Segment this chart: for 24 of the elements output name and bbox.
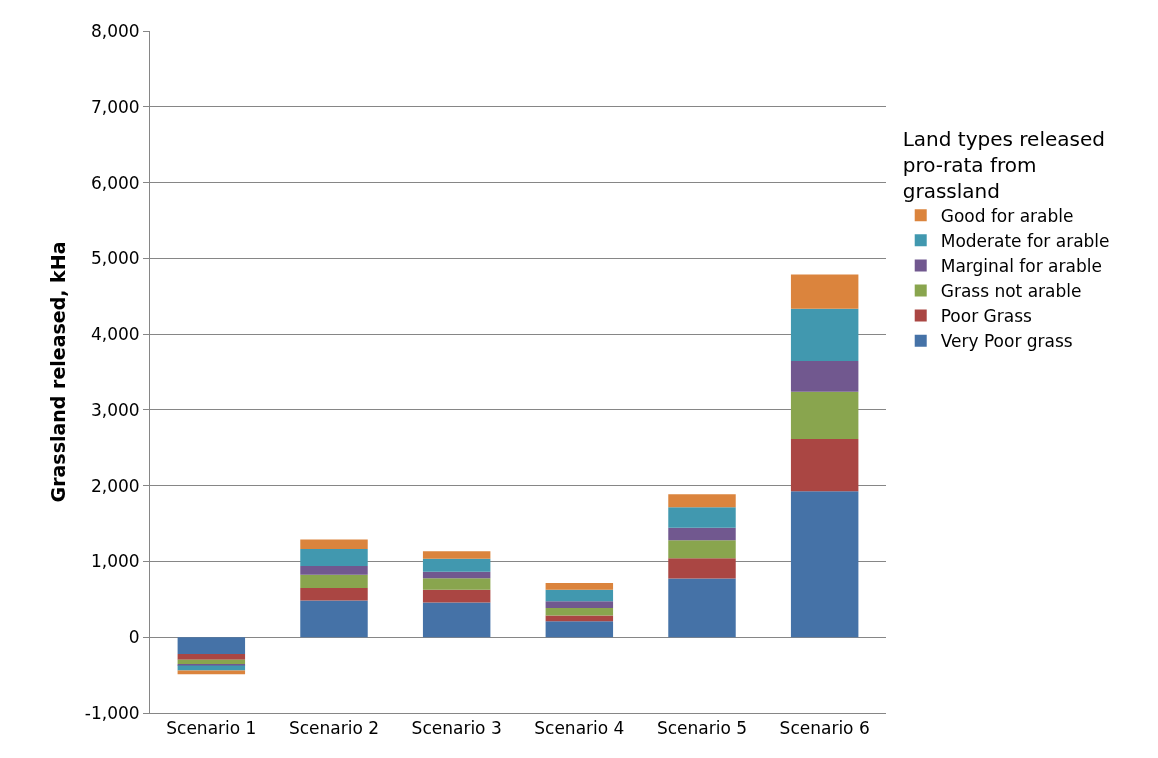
y-tick-label: 8,000 — [90, 20, 140, 41]
x-tick-label: Scenario 3 — [411, 718, 502, 739]
legend-label: Very Poor grass — [940, 331, 1073, 352]
x-tick-label: Scenario 1 — [166, 718, 257, 739]
x-tick-label: Scenario 4 — [534, 718, 625, 739]
y-tick-label: 1,000 — [90, 551, 140, 572]
x-tick-label: Scenario 2 — [288, 718, 380, 739]
y-tick-label: 3,000 — [90, 399, 140, 420]
y-tick-label: -1,000 — [84, 702, 140, 723]
y-tick-label: 5,000 — [90, 248, 140, 269]
y-tick-label: 2,000 — [90, 475, 140, 496]
y-axis-title: Grassland released, kHa — [46, 241, 69, 503]
legend-label: Marginal for arable — [940, 256, 1102, 277]
y-tick-label: 7,000 — [90, 96, 140, 117]
legend-label: Poor Grass — [940, 306, 1032, 327]
x-tick-label: Scenario 5 — [656, 718, 748, 739]
legend-label: Moderate for arable — [940, 230, 1110, 251]
legend-label: Grass not arable — [940, 281, 1082, 302]
legend-title: Land types released pro-rata from grassland — [902, 126, 1105, 203]
x-tick-label: Scenario 6 — [779, 718, 870, 739]
y-tick-label: 0 — [128, 627, 140, 648]
y-tick-label: 4,000 — [90, 324, 140, 345]
legend-label: Good for arable — [940, 205, 1074, 226]
y-tick-label: 6,000 — [90, 172, 140, 193]
